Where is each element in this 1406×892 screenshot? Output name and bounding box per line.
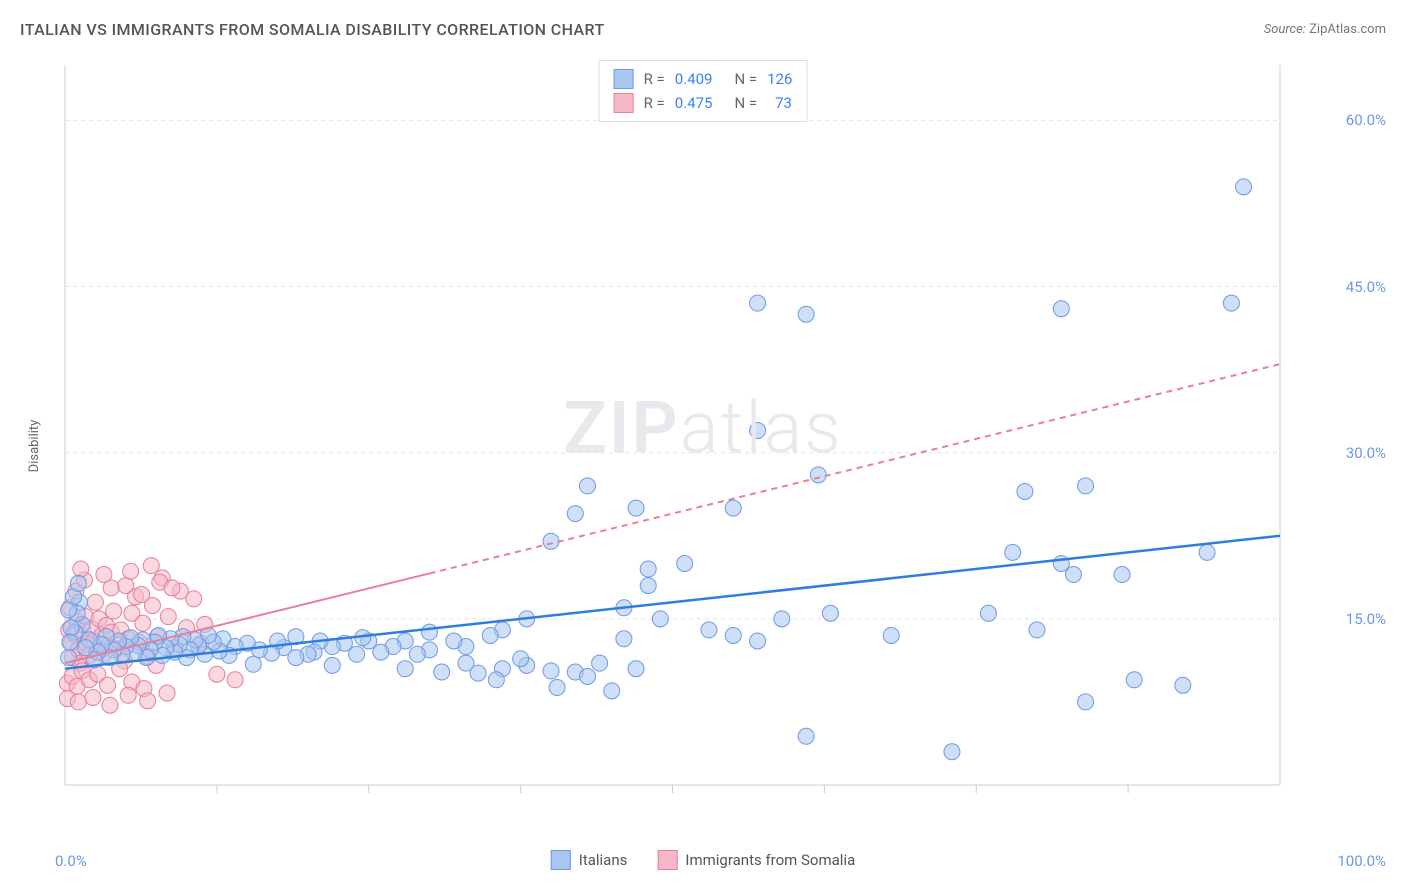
stats-n-value-0: 126 [767, 70, 792, 88]
stats-n-label-0: N = [734, 70, 757, 88]
chart-container: ITALIAN VS IMMIGRANTS FROM SOMALIA DISAB… [0, 0, 1406, 892]
legend-item-somalia: Immigrants from Somalia [657, 850, 855, 870]
swatch-italians [551, 850, 571, 870]
legend-stats: R = 0.409 N = 126 R = 0.475 N = 73 [599, 60, 808, 122]
chart-title: ITALIAN VS IMMIGRANTS FROM SOMALIA DISAB… [20, 20, 605, 39]
stats-r-value-0: 0.409 [675, 70, 713, 88]
y-tick-label: 45.0% [1346, 278, 1386, 296]
y-tick-label: 30.0% [1346, 444, 1386, 462]
stats-r-value-1: 0.475 [675, 94, 713, 112]
y-axis-label: Disability [27, 420, 42, 473]
y-tick-label: 15.0% [1346, 610, 1386, 628]
stats-r-label-1: R = [644, 94, 665, 112]
y-tick-label: 60.0% [1346, 111, 1386, 129]
legend-item-italians: Italians [551, 850, 628, 870]
legend-stats-row: R = 0.475 N = 73 [614, 91, 793, 115]
legend-stats-row: R = 0.409 N = 126 [614, 67, 793, 91]
source-attribution: Source: ZipAtlas.com [1264, 22, 1386, 37]
legend-label-italians: Italians [579, 851, 628, 869]
stats-r-label-0: R = [644, 70, 665, 88]
source-prefix: Source: [1264, 22, 1306, 37]
stats-n-label-1: N = [734, 94, 757, 112]
swatch-italians [614, 69, 634, 89]
swatch-somalia [657, 850, 677, 870]
plot-area [55, 55, 1335, 825]
legend-series: Italians Immigrants from Somalia [551, 850, 856, 870]
chart-svg [55, 55, 1335, 825]
source-name: ZipAtlas.com [1309, 22, 1386, 37]
legend-label-somalia: Immigrants from Somalia [685, 851, 855, 869]
stats-n-value-1: 73 [775, 94, 792, 112]
swatch-somalia [614, 93, 634, 113]
x-axis-start-label: 0.0% [55, 852, 87, 870]
x-axis-end-label: 100.0% [1337, 852, 1386, 870]
